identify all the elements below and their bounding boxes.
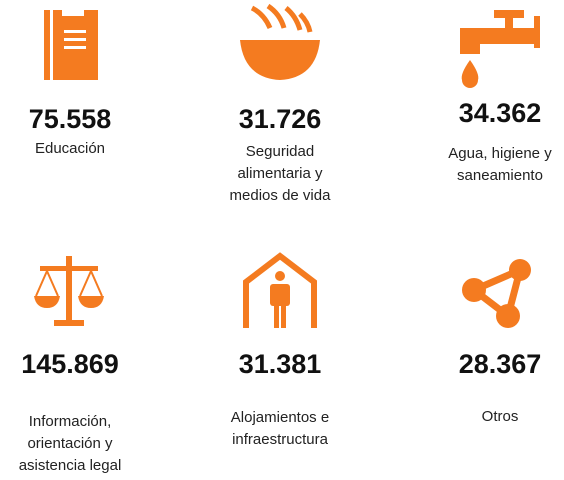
item-number: 28.367 (459, 349, 542, 379)
icon-water (460, 10, 540, 88)
item-label: Alojamientos e (231, 409, 329, 426)
item-label: infraestructura (232, 431, 329, 448)
item-number: 31.726 (239, 104, 322, 134)
item-label: Educación (35, 140, 105, 157)
item-label: medios de vida (230, 187, 332, 204)
item-label: alimentaria y (237, 165, 323, 182)
item-label: Agua, higiene y (448, 145, 552, 162)
icon-education (44, 10, 98, 80)
item-number: 31.381 (239, 349, 322, 379)
icon-food (240, 3, 320, 80)
item-number: 145.869 (21, 349, 119, 379)
item-label: Seguridad (246, 143, 314, 160)
item-label: saneamiento (457, 167, 543, 184)
icon-shelter (243, 252, 317, 328)
item-label: Otros (482, 408, 519, 425)
item-label: asistencia legal (19, 457, 122, 474)
icon-legal (34, 256, 104, 326)
item-label: orientación y (27, 435, 113, 452)
item-number: 75.558 (29, 104, 112, 134)
item-number: 34.362 (459, 98, 542, 128)
item-label: Información, (29, 413, 112, 430)
icon-others (462, 259, 531, 328)
